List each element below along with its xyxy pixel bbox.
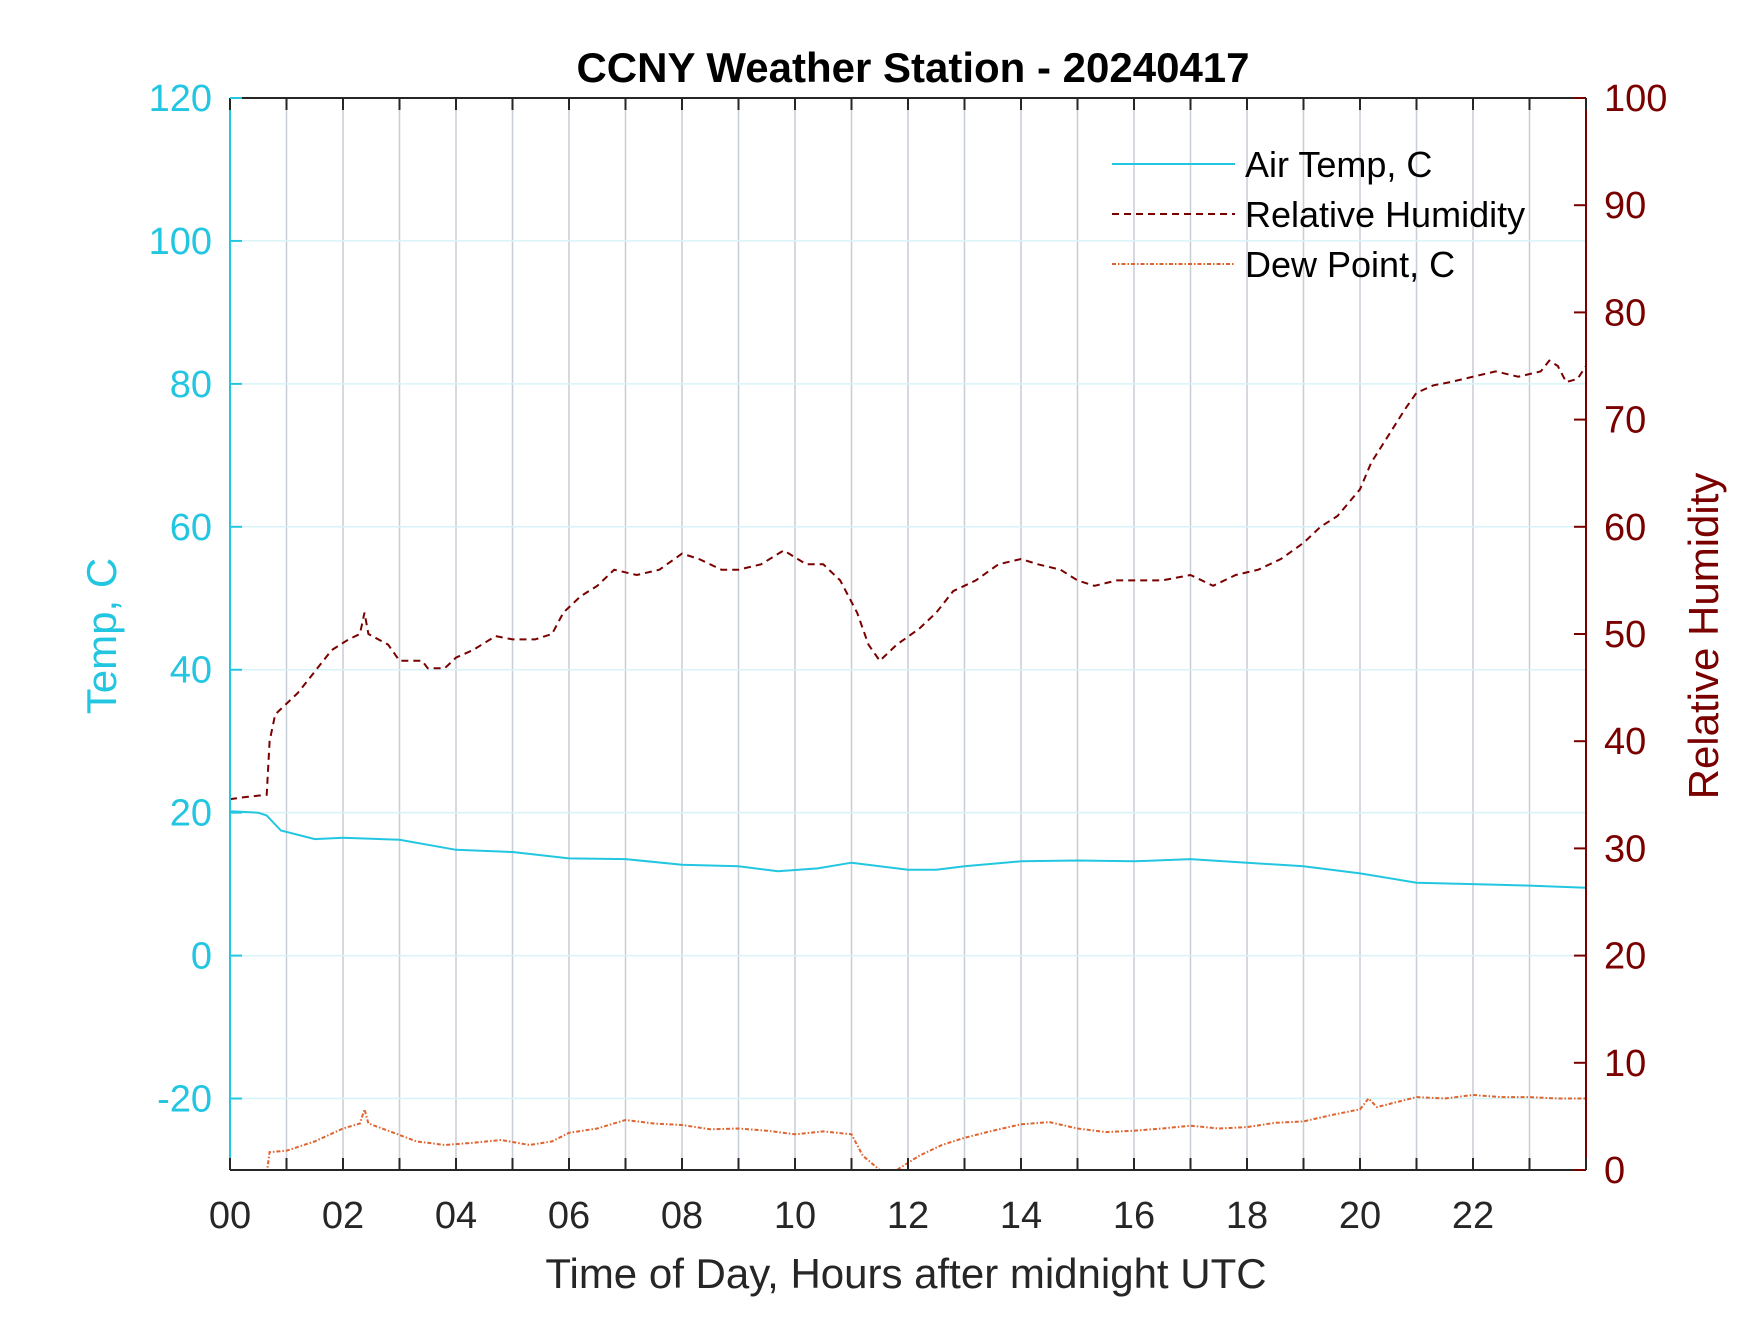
y-tick-label-left: 40 bbox=[170, 650, 212, 692]
y-tick-label-left: 0 bbox=[191, 936, 212, 978]
legend-label-0: Air Temp, C bbox=[1245, 144, 1432, 185]
y-tick-label-right: 40 bbox=[1604, 721, 1646, 763]
legend: Air Temp, C Relative Humidity Dew Point, C bbox=[1112, 144, 1525, 285]
x-axis-label: Time of Day, Hours after midnight UTC bbox=[545, 1250, 1266, 1297]
y-tick-label-left: 100 bbox=[149, 221, 212, 263]
x-tick-label: 16 bbox=[1113, 1195, 1155, 1237]
x-tick-label: 06 bbox=[548, 1195, 590, 1237]
x-tick-label: 04 bbox=[435, 1195, 477, 1237]
x-tick-label: 10 bbox=[774, 1195, 816, 1237]
y-tick-label-right: 0 bbox=[1604, 1150, 1625, 1192]
legend-label-1: Relative Humidity bbox=[1245, 194, 1525, 235]
y-tick-label-right: 10 bbox=[1604, 1043, 1646, 1085]
series-layer bbox=[230, 359, 1586, 1170]
legend-label-2: Dew Point, C bbox=[1245, 244, 1455, 285]
y-tick-label-left: 80 bbox=[170, 364, 212, 406]
x-tick-label: 00 bbox=[209, 1195, 251, 1237]
y-tick-label-right: 90 bbox=[1604, 185, 1646, 227]
y-tick-label-left: -20 bbox=[157, 1079, 212, 1121]
axes-layer: 00 02 04 06 08 10 12 14 16 18 20 22-200204060801001… bbox=[149, 78, 1668, 1237]
y-tick-label-right: 70 bbox=[1604, 400, 1646, 442]
y-tick-label-left: 20 bbox=[170, 793, 212, 835]
y-tick-label-right: 100 bbox=[1604, 78, 1667, 120]
y-tick-label-left: 120 bbox=[149, 78, 212, 120]
y-axis-label-left: Temp, C bbox=[78, 558, 125, 714]
x-tick-label: 12 bbox=[887, 1195, 929, 1237]
y-tick-label-right: 30 bbox=[1604, 828, 1646, 870]
series-line-0 bbox=[230, 810, 1586, 889]
y-tick-label-left: 60 bbox=[170, 507, 212, 549]
y-axis-label-right: Relative Humidity bbox=[1680, 473, 1727, 800]
y-tick-label-right: 20 bbox=[1604, 936, 1646, 978]
x-tick-label: 20 bbox=[1339, 1195, 1381, 1237]
x-tick-label: 02 bbox=[322, 1195, 364, 1237]
y-tick-label-right: 50 bbox=[1604, 614, 1646, 656]
grid-layer bbox=[230, 98, 1586, 1170]
x-tick-label: 18 bbox=[1226, 1195, 1268, 1237]
y-tick-label-right: 80 bbox=[1604, 292, 1646, 334]
y-tick-label-right: 60 bbox=[1604, 507, 1646, 549]
series-line-2 bbox=[266, 1093, 1586, 1170]
x-tick-label: 08 bbox=[661, 1195, 703, 1237]
x-tick-label: 14 bbox=[1000, 1195, 1042, 1237]
chart-title: CCNY Weather Station - 20240417 bbox=[576, 44, 1249, 91]
series-line-1 bbox=[230, 359, 1586, 801]
x-tick-label: 22 bbox=[1452, 1195, 1494, 1237]
